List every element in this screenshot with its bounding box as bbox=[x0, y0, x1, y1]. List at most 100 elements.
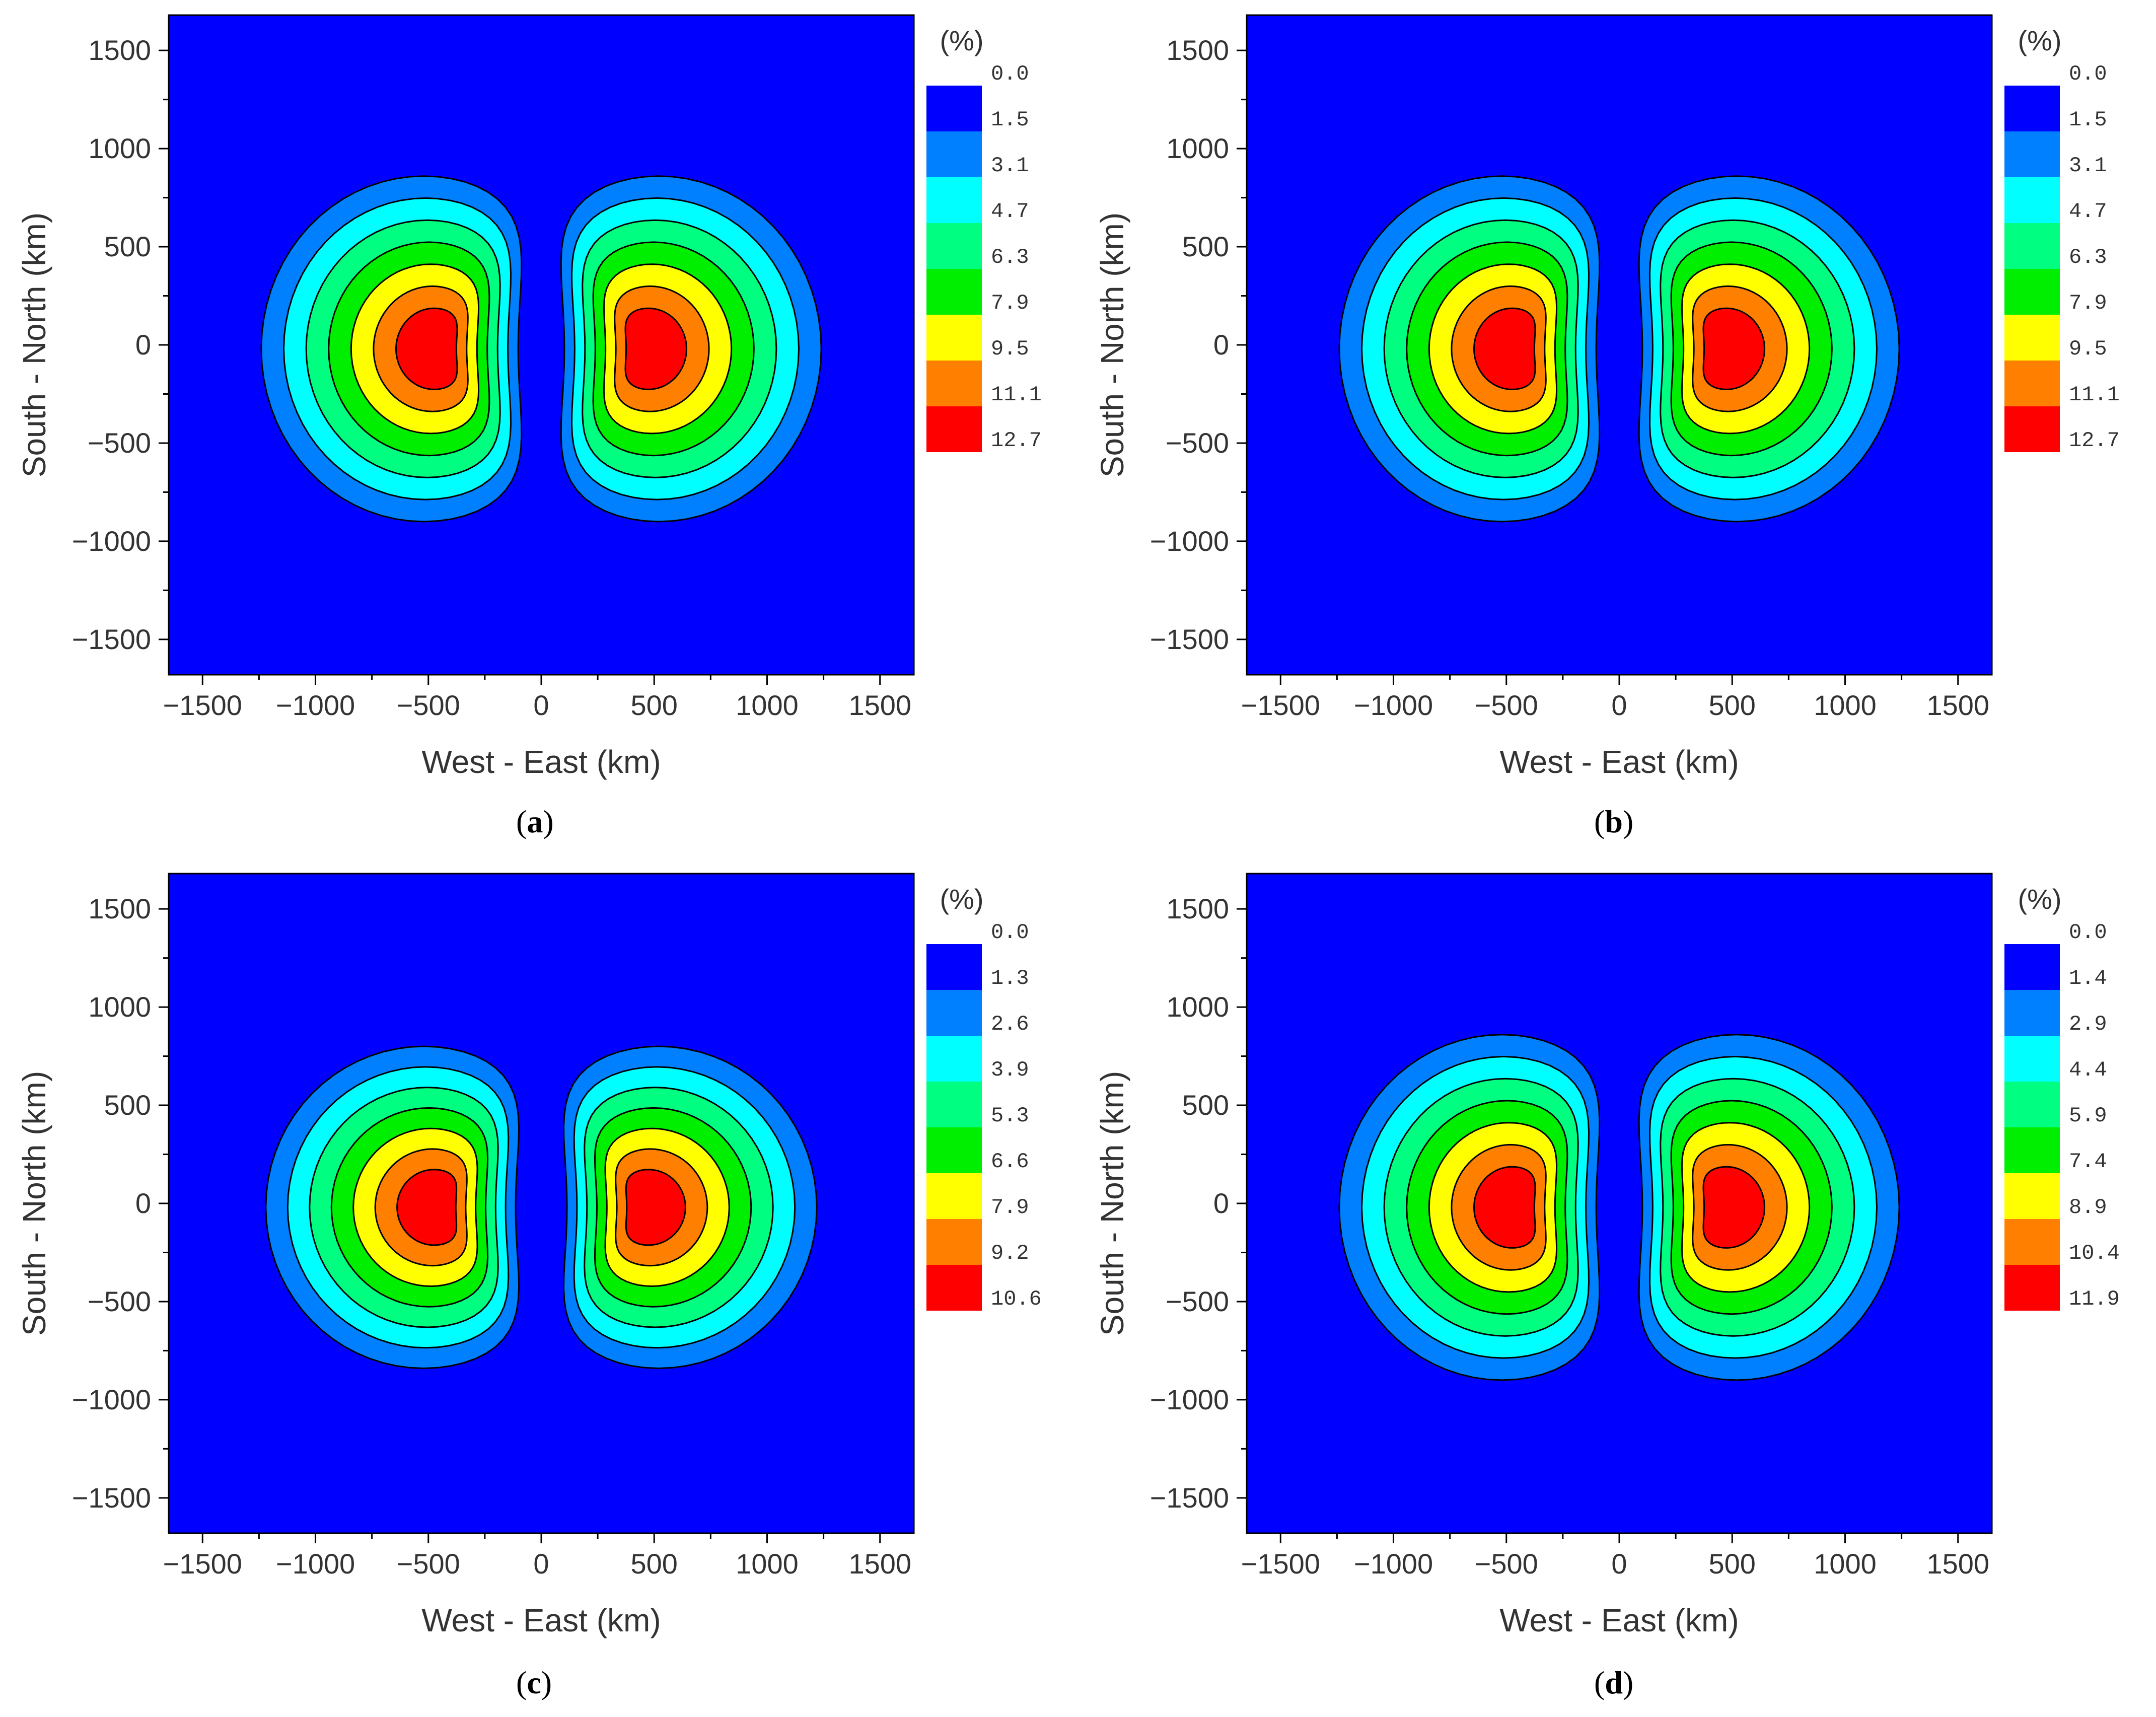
contour-chart-c: −1500 −1000 −500 0 500 1000 1500 1500 1000 500 0 −5… bbox=[16, 873, 1042, 1638]
x-axis-label: West - East (km) bbox=[1499, 744, 1739, 780]
x-axis-label: West - East (km) bbox=[421, 1602, 661, 1638]
colorbar-band-1 bbox=[2004, 944, 2060, 990]
y-tick-label: −1500 bbox=[1150, 623, 1229, 655]
colorbar-label: 9.5 bbox=[991, 337, 1029, 361]
colorbar-band-5 bbox=[2004, 269, 2060, 315]
contour-chart-b: −1500 −1000 −500 0 500 1000 1500 1500 1000 500 0 −5… bbox=[1094, 14, 2120, 780]
colorbar-title: (%) bbox=[2018, 25, 2061, 56]
colorbar-label: 7.9 bbox=[991, 291, 1029, 315]
x-tick-label: 500 bbox=[631, 1548, 678, 1580]
y-tick-label: 1000 bbox=[88, 991, 151, 1023]
x-tick-label: 500 bbox=[631, 689, 678, 721]
y-tick-label: 1000 bbox=[1166, 991, 1229, 1023]
colorbar-label: 0.0 bbox=[2069, 62, 2107, 86]
y-tick-label: 0 bbox=[1213, 1187, 1229, 1219]
colorbar-label: 11.1 bbox=[2069, 383, 2120, 407]
y-tick-label: 1500 bbox=[1166, 34, 1229, 66]
colorbar-label: 8.9 bbox=[2069, 1195, 2107, 1220]
x-tick-label: 0 bbox=[1611, 1548, 1627, 1580]
colorbar-band-7 bbox=[926, 361, 982, 406]
colorbar-band-2 bbox=[2004, 990, 2060, 1036]
x-tick-label: −500 bbox=[397, 689, 460, 721]
colorbar-band-5 bbox=[926, 1127, 982, 1173]
colorbar-band-8 bbox=[926, 406, 982, 452]
colorbar-band-5 bbox=[926, 269, 982, 315]
colorbar-band-6 bbox=[926, 1173, 982, 1219]
y-tick-label: 1500 bbox=[88, 893, 151, 924]
colorbar-label: 1.5 bbox=[2069, 108, 2107, 132]
colorbar-title: (%) bbox=[940, 25, 983, 56]
x-tick-label: −500 bbox=[397, 1548, 460, 1580]
y-tick-label: −1500 bbox=[72, 1482, 151, 1514]
colorbar-band-8 bbox=[2004, 406, 2060, 452]
contour-group bbox=[265, 1045, 818, 1370]
y-tick-label: 500 bbox=[104, 231, 151, 262]
colorbar-label: 7.4 bbox=[2069, 1150, 2107, 1174]
contour-group bbox=[1338, 175, 1900, 523]
colorbar-label: 1.5 bbox=[991, 108, 1029, 132]
x-tick-label: −500 bbox=[1475, 689, 1538, 721]
colorbar-label: 3.1 bbox=[991, 154, 1029, 178]
contour-level-8-lobe-1 bbox=[395, 307, 458, 390]
colorbar-label: 3.9 bbox=[991, 1058, 1029, 1082]
colorbar-band-8 bbox=[2004, 1265, 2060, 1311]
y-tick-label: −1000 bbox=[72, 1384, 151, 1415]
colorbar-title: (%) bbox=[2018, 883, 2061, 915]
colorbar-label: 3.1 bbox=[2069, 154, 2107, 178]
colorbar-label: 12.7 bbox=[2069, 428, 2120, 453]
y-tick-label: 1000 bbox=[1166, 132, 1229, 164]
y-tick-label: −1000 bbox=[1150, 525, 1229, 557]
y-tick-label: 1500 bbox=[1166, 893, 1229, 924]
colorbar-label: 4.4 bbox=[2069, 1058, 2107, 1082]
x-tick-label: 1500 bbox=[848, 1548, 911, 1580]
contour-level-8-lobe-2 bbox=[1702, 307, 1766, 390]
colorbar-label: 0.0 bbox=[991, 62, 1029, 86]
x-tick-label: −1000 bbox=[276, 1548, 355, 1580]
chart-panel-d: −1500 −1000 −500 0 500 1000 1500 1500 1000 500 0 −5… bbox=[1078, 858, 2156, 1717]
x-tick-label: −1500 bbox=[163, 689, 242, 721]
chart-panel-c: −1500 −1000 −500 0 500 1000 1500 1500 1000 500 0 −5… bbox=[0, 858, 1078, 1717]
colorbar-band-2 bbox=[926, 990, 982, 1036]
x-tick-label: 1000 bbox=[736, 1548, 799, 1580]
colorbar-label: 9.5 bbox=[2069, 337, 2107, 361]
colorbar-band-8 bbox=[926, 1265, 982, 1311]
x-tick-label: 500 bbox=[1709, 689, 1756, 721]
y-tick-label: 500 bbox=[1182, 1089, 1229, 1121]
x-tick-label: 1000 bbox=[1814, 1548, 1877, 1580]
colorbar-band-3 bbox=[926, 1036, 982, 1082]
contour-level-8-lobe-2 bbox=[1702, 1166, 1766, 1249]
colorbar-label: 0.0 bbox=[2069, 920, 2107, 945]
colorbar-label: 6.3 bbox=[991, 245, 1029, 269]
colorbar-label: 10.4 bbox=[2069, 1241, 2120, 1265]
colorbar-band-4 bbox=[926, 1082, 982, 1127]
y-tick-label: 500 bbox=[1182, 231, 1229, 262]
colorbar-band-7 bbox=[926, 1219, 982, 1265]
y-tick-label: −500 bbox=[1166, 427, 1229, 459]
colorbar-label: 12.7 bbox=[991, 428, 1042, 453]
y-tick-label: −500 bbox=[1166, 1285, 1229, 1317]
colorbar-band-5 bbox=[2004, 1127, 2060, 1173]
x-tick-label: −1500 bbox=[1241, 1548, 1320, 1580]
contour-chart-a: −1500 −1000 −500 0 500 1000 1500 1500 1000 500 0 −5… bbox=[16, 14, 1042, 780]
colorbar-label: 9.2 bbox=[991, 1241, 1029, 1265]
x-tick-label: 0 bbox=[533, 1548, 549, 1580]
x-tick-label: −1000 bbox=[1354, 689, 1433, 721]
x-tick-label: 1000 bbox=[736, 689, 799, 721]
y-tick-label: 1000 bbox=[88, 132, 151, 164]
colorbar-label: 2.6 bbox=[991, 1012, 1029, 1036]
y-tick-label: 0 bbox=[1213, 329, 1229, 361]
colorbar-label: 1.3 bbox=[991, 966, 1029, 990]
colorbar-band-4 bbox=[2004, 223, 2060, 269]
x-tick-label: 1500 bbox=[1926, 689, 1989, 721]
colorbar-label: 1.4 bbox=[2069, 966, 2107, 990]
colorbar-label: 5.9 bbox=[2069, 1104, 2107, 1128]
colorbar-band-4 bbox=[2004, 1082, 2060, 1127]
colorbar-label: 11.9 bbox=[2069, 1287, 2120, 1311]
colorbar-label: 7.9 bbox=[991, 1195, 1029, 1220]
y-axis-label: South - North (km) bbox=[1094, 212, 1130, 477]
y-tick-label: 500 bbox=[104, 1089, 151, 1121]
contour-level-8-lobe-1 bbox=[1473, 1166, 1536, 1249]
x-tick-label: 1000 bbox=[1814, 689, 1877, 721]
panel-caption-d: (d) bbox=[1594, 1665, 1634, 1700]
colorbar-band-1 bbox=[2004, 86, 2060, 131]
